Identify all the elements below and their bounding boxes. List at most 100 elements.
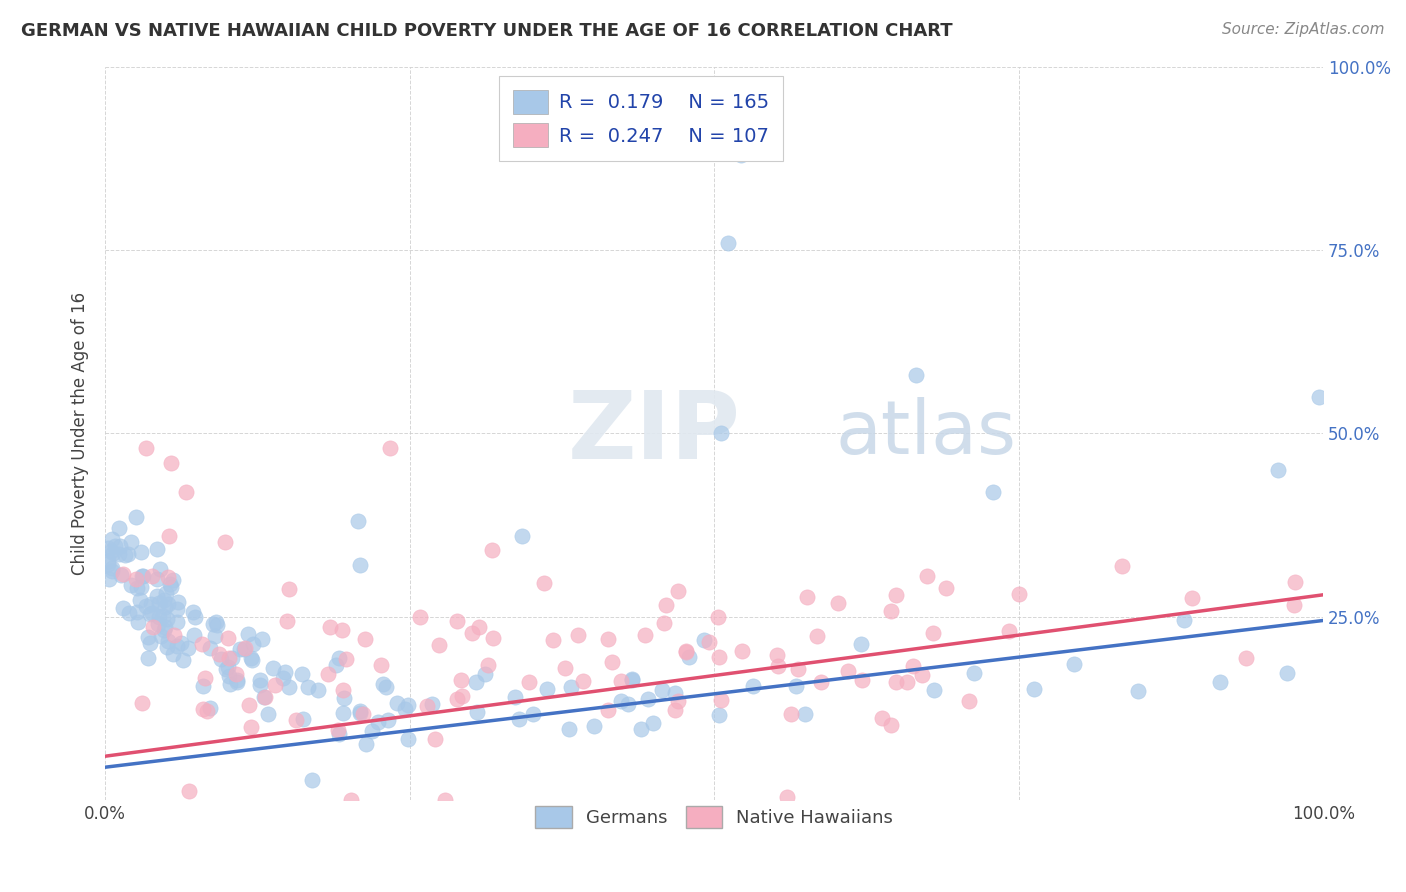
Point (1209, 675, 1232, 690)
Point (111, 567, 134, 582)
Point (146, 572, 169, 586)
Point (233, 641, 256, 656)
Text: ZIP: ZIP (568, 387, 741, 479)
Point (201, 617, 224, 632)
Point (533, 576, 555, 591)
Point (710, 426, 733, 441)
Point (146, 589, 169, 603)
Point (240, 653, 263, 667)
Point (468, 620, 491, 634)
Point (209, 652, 232, 666)
Point (148, 617, 170, 632)
Point (415, 699, 437, 714)
Point (354, 632, 377, 647)
Point (465, 674, 488, 689)
Point (249, 678, 271, 692)
Point (554, 661, 576, 675)
Point (378, 441, 401, 455)
Point (292, 712, 315, 726)
Point (229, 642, 252, 657)
Point (132, 569, 155, 583)
Point (129, 580, 152, 594)
Point (742, 679, 765, 693)
Point (148, 596, 170, 610)
Point (806, 630, 828, 644)
Point (785, 679, 807, 693)
Point (257, 707, 280, 722)
Point (316, 667, 339, 681)
Point (1128, 683, 1150, 698)
Point (169, 636, 191, 650)
Point (375, 680, 398, 694)
Point (166, 640, 188, 654)
Point (810, 675, 832, 690)
Point (675, 645, 697, 659)
Point (136, 630, 159, 644)
Point (377, 713, 399, 727)
Point (396, 698, 419, 712)
Point (205, 618, 228, 632)
Point (450, 673, 472, 687)
Point (162, 573, 184, 587)
Point (198, 700, 221, 714)
Point (643, 716, 665, 731)
Point (155, 586, 177, 600)
Point (249, 673, 271, 687)
Point (560, 680, 582, 694)
Point (630, 722, 652, 736)
Point (155, 620, 177, 634)
Point (233, 641, 256, 656)
Point (139, 598, 162, 612)
Point (120, 535, 142, 549)
Point (129, 544, 152, 558)
Point (153, 624, 176, 638)
Point (125, 581, 148, 595)
Point (101, 546, 124, 560)
Point (135, 441, 157, 455)
Point (911, 668, 934, 682)
Point (110, 568, 132, 582)
Point (319, 620, 342, 634)
Point (160, 580, 183, 594)
Point (349, 704, 371, 718)
Point (325, 658, 347, 673)
Point (101, 561, 124, 575)
Point (284, 713, 307, 727)
Point (191, 637, 214, 651)
Point (935, 581, 957, 595)
Point (193, 679, 215, 693)
Point (291, 667, 314, 681)
Point (307, 682, 329, 697)
Y-axis label: Child Poverty Under the Age of 16: Child Poverty Under the Age of 16 (72, 292, 89, 575)
Point (142, 620, 165, 634)
Point (214, 534, 236, 549)
Point (333, 690, 356, 705)
Point (129, 593, 152, 607)
Point (205, 615, 228, 629)
Point (240, 720, 263, 734)
Point (637, 692, 659, 706)
Point (108, 547, 131, 561)
Point (114, 548, 136, 562)
Point (621, 673, 644, 687)
Point (461, 626, 484, 640)
Point (97, 554, 120, 568)
Point (446, 615, 468, 629)
Point (427, 638, 450, 652)
Point (124, 510, 146, 524)
Point (136, 651, 159, 665)
Point (125, 572, 148, 586)
Point (141, 607, 163, 621)
Point (157, 529, 180, 543)
Point (218, 651, 240, 665)
Point (347, 515, 370, 529)
Point (851, 637, 873, 651)
Point (420, 697, 443, 711)
Point (851, 673, 873, 688)
Point (149, 562, 172, 576)
Point (125, 606, 148, 620)
Point (297, 680, 319, 694)
Point (301, 772, 323, 787)
Point (349, 706, 371, 721)
Point (666, 583, 689, 598)
